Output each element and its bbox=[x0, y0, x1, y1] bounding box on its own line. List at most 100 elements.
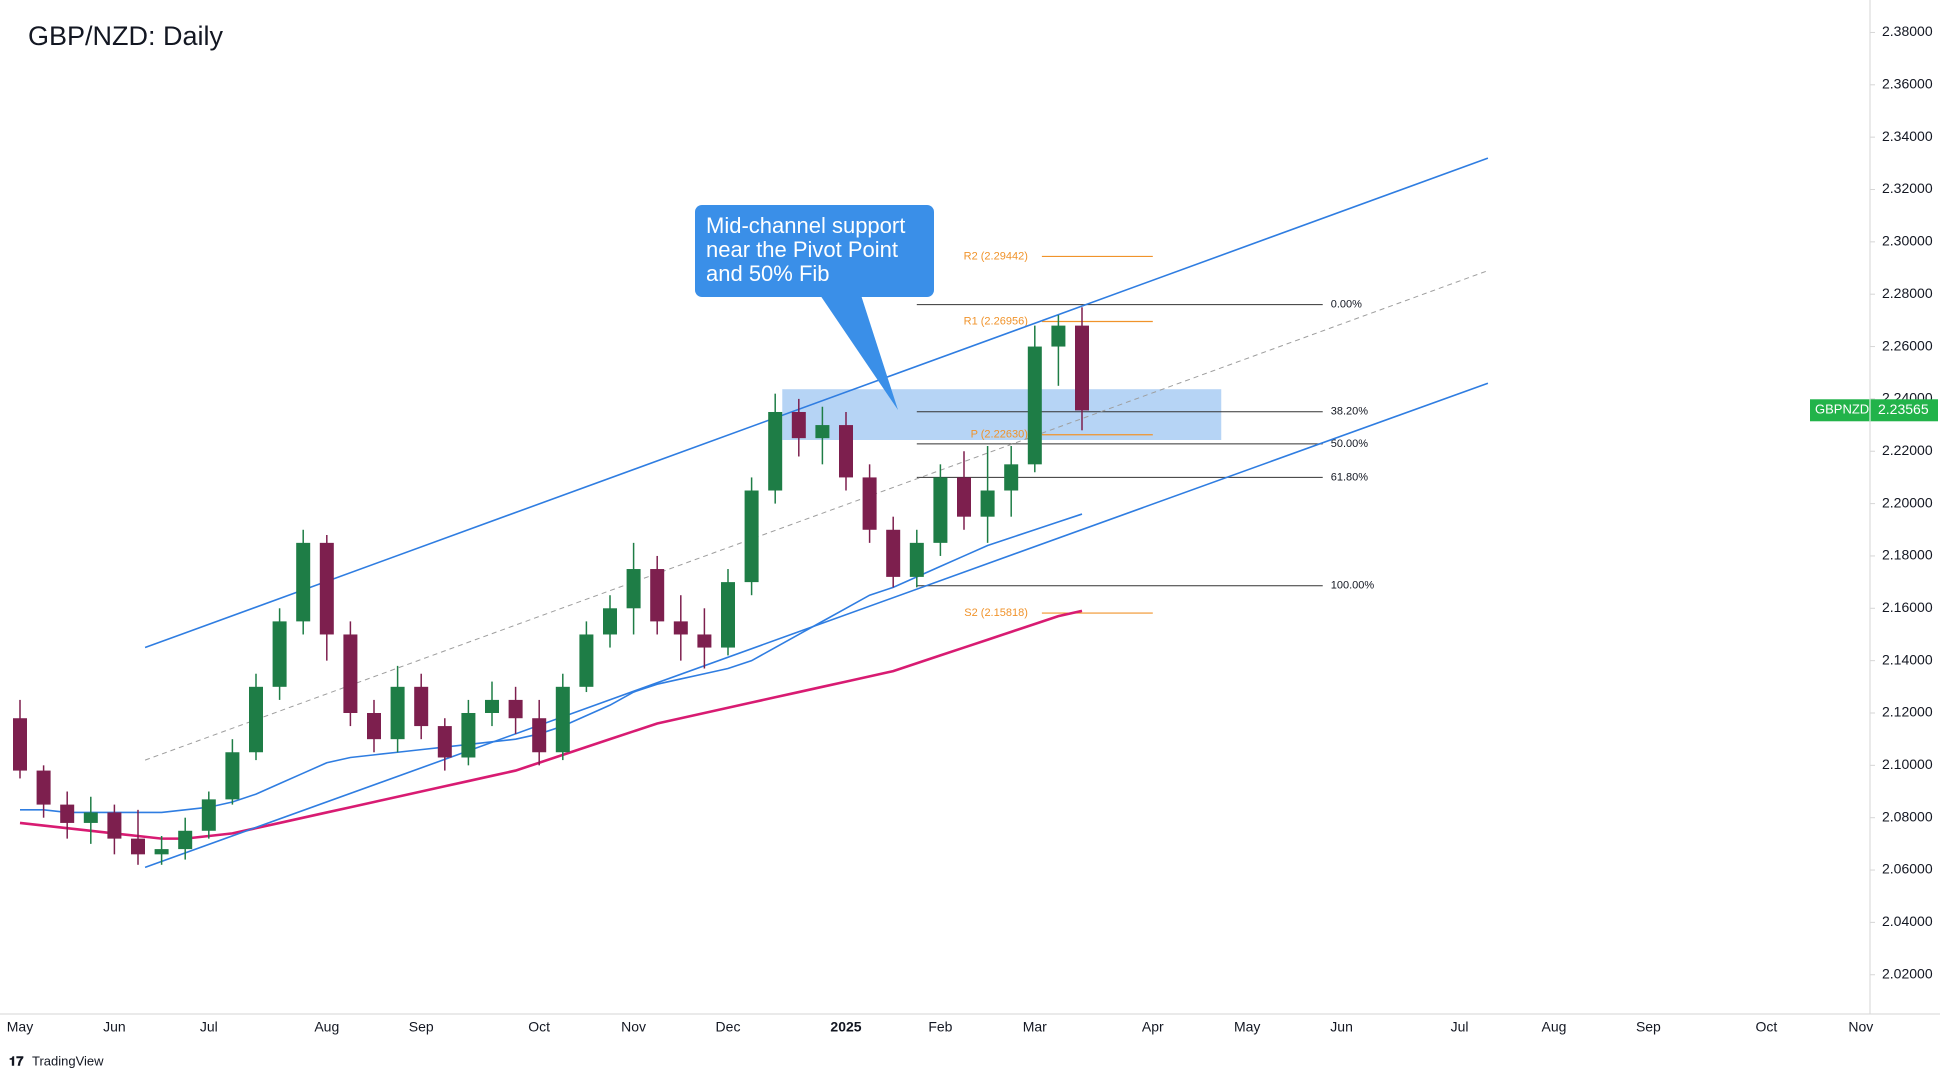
candle-body bbox=[107, 812, 122, 839]
callout-text: Mid-channel support bbox=[706, 213, 905, 238]
candle-body bbox=[461, 712, 476, 758]
x-tick-label: 2025 bbox=[830, 1019, 861, 1035]
x-tick-label: Nov bbox=[621, 1019, 646, 1035]
x-tick-label: Nov bbox=[1848, 1019, 1873, 1035]
y-tick-label: 2.04000 bbox=[1882, 913, 1933, 929]
candle-body bbox=[603, 608, 617, 635]
candle-body bbox=[909, 542, 924, 577]
candle-body bbox=[1027, 346, 1042, 465]
trendline bbox=[144, 157, 1489, 649]
candle-body bbox=[83, 812, 98, 823]
x-tick-label: May bbox=[7, 1019, 33, 1035]
candle-body bbox=[319, 542, 334, 635]
y-tick-label: 2.20000 bbox=[1882, 494, 1933, 510]
y-tick-label: 2.14000 bbox=[1882, 651, 1933, 667]
candle-body bbox=[886, 529, 901, 577]
y-tick-label: 2.34000 bbox=[1882, 128, 1933, 144]
x-tick-label: Jul bbox=[200, 1019, 218, 1035]
footer-logo: 𝟏𝟕 bbox=[9, 1053, 24, 1068]
x-tick-label: Jul bbox=[1451, 1019, 1469, 1035]
footer-text: TradingView bbox=[32, 1053, 104, 1068]
candle-body bbox=[815, 425, 830, 439]
trendline bbox=[144, 270, 1489, 761]
candle-body bbox=[862, 477, 877, 530]
x-tick-label: Feb bbox=[928, 1019, 952, 1035]
fib-label: 38.20% bbox=[1331, 406, 1369, 418]
pivot-label: R2 (2.29442) bbox=[964, 250, 1028, 262]
fib-label: 50.00% bbox=[1331, 438, 1369, 450]
candle-body bbox=[1004, 464, 1019, 491]
x-tick-label: Aug bbox=[1542, 1019, 1567, 1035]
y-tick-label: 2.36000 bbox=[1882, 76, 1933, 92]
candle-body bbox=[60, 804, 75, 823]
candle-body bbox=[296, 542, 311, 622]
candle-body bbox=[36, 770, 51, 805]
candle-body bbox=[839, 425, 853, 478]
x-tick-label: May bbox=[1234, 1019, 1260, 1035]
candle-body bbox=[532, 718, 547, 753]
fib-label: 100.00% bbox=[1331, 580, 1375, 592]
x-tick-label: Sep bbox=[1636, 1019, 1661, 1035]
chart-title: GBP/NZD: Daily bbox=[28, 21, 224, 51]
callout-arrow bbox=[818, 292, 898, 410]
candle-body bbox=[343, 634, 358, 713]
x-tick-label: Oct bbox=[1756, 1019, 1778, 1035]
x-tick-label: Dec bbox=[716, 1019, 741, 1035]
fib-label: 0.00% bbox=[1331, 299, 1362, 311]
plot-area: 0.00% 38.20% 50.00% 61.80% 100.00% R2 (2.2944… bbox=[13, 157, 1489, 869]
y-tick-label: 2.02000 bbox=[1882, 965, 1933, 981]
footer: 𝟏𝟕 TradingView bbox=[9, 1053, 104, 1068]
y-tick-label: 2.38000 bbox=[1882, 23, 1933, 39]
callout: Mid-channel support near the Pivot Point… bbox=[695, 205, 934, 410]
x-tick-label: Oct bbox=[528, 1019, 550, 1035]
candle-body bbox=[933, 477, 948, 543]
candle-body bbox=[673, 621, 688, 635]
candle-body bbox=[957, 477, 971, 517]
callout-box bbox=[695, 205, 934, 297]
candle-body bbox=[579, 634, 594, 687]
pivot-label: P (2.22630) bbox=[971, 429, 1028, 441]
candle-body bbox=[508, 699, 523, 719]
candle-body bbox=[437, 726, 452, 758]
y-tick-label: 2.22000 bbox=[1882, 442, 1933, 458]
x-tick-label: Jun bbox=[103, 1019, 126, 1035]
pivot-label: R1 (2.26956) bbox=[964, 315, 1028, 327]
candle-body bbox=[390, 686, 405, 740]
x-tick-label: Apr bbox=[1142, 1019, 1164, 1035]
candle-body bbox=[367, 712, 381, 740]
candle-body bbox=[1051, 325, 1066, 347]
x-tick-label: Aug bbox=[314, 1019, 339, 1035]
y-tick-label: 2.32000 bbox=[1882, 180, 1933, 196]
trendline bbox=[144, 382, 1489, 869]
y-tick-label: 2.08000 bbox=[1882, 808, 1933, 824]
candle-body bbox=[697, 634, 712, 648]
candle-body bbox=[225, 752, 240, 800]
symbol-label: GBPNZD bbox=[1815, 402, 1869, 417]
callout-text: near the Pivot Point bbox=[706, 237, 898, 262]
candle-body bbox=[201, 799, 216, 831]
last-price-label: 2.23565 bbox=[1878, 401, 1929, 417]
y-tick-label: 2.16000 bbox=[1882, 599, 1933, 615]
candle-body bbox=[249, 686, 263, 753]
candle-body bbox=[485, 699, 499, 713]
y-tick-label: 2.06000 bbox=[1882, 861, 1933, 877]
moving-average bbox=[20, 513, 1083, 814]
candle-body bbox=[626, 569, 641, 609]
candle-body bbox=[650, 569, 665, 622]
candle-body bbox=[154, 849, 169, 855]
highlight-zone bbox=[782, 389, 1222, 440]
price-tag bbox=[1810, 399, 1938, 422]
x-tick-label: Sep bbox=[409, 1019, 434, 1035]
x-tick-label: Jun bbox=[1330, 1019, 1353, 1035]
y-tick-label: 2.12000 bbox=[1882, 704, 1933, 720]
candle-body bbox=[414, 686, 429, 727]
candle-body bbox=[768, 411, 783, 491]
candle-body bbox=[131, 838, 145, 855]
candle-body bbox=[744, 490, 759, 583]
y-tick-label: 2.26000 bbox=[1882, 337, 1933, 353]
candle-body bbox=[980, 490, 995, 517]
candle-body bbox=[1075, 325, 1089, 411]
